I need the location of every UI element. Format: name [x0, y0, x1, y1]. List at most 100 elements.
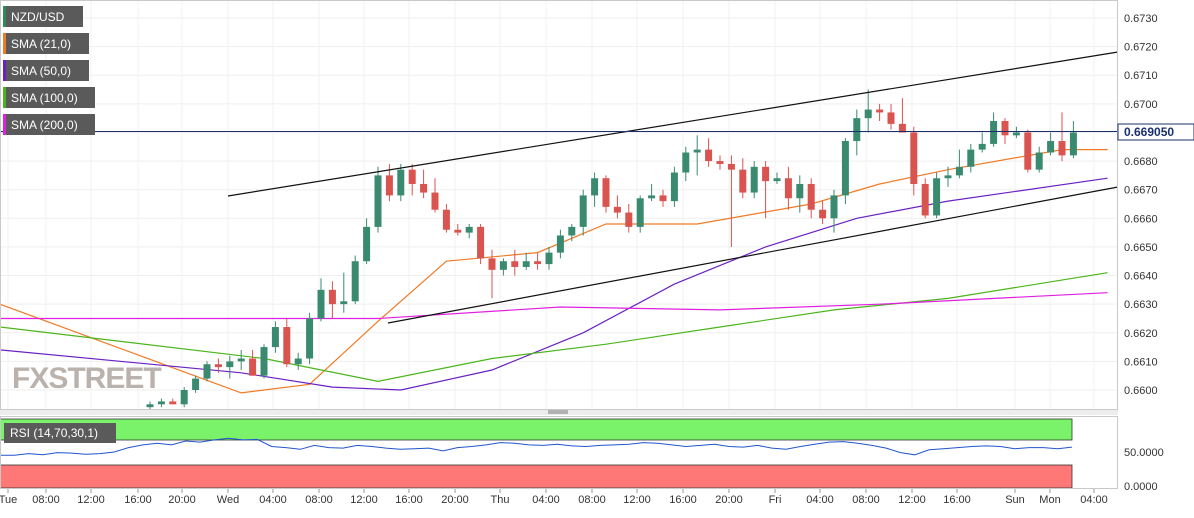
candle	[716, 155, 724, 170]
candle	[1069, 121, 1077, 159]
legend-item[interactable]: SMA (21,0)	[3, 33, 89, 54]
sma-line-sma21	[0, 149, 1108, 394]
price-grid	[0, 0, 1118, 410]
lower-channel-trendline	[387, 186, 1119, 324]
chart-legend: NZD/USD SMA (21,0) SMA (50,0) SMA (100,0) SM…	[3, 6, 95, 135]
time-tick-label: 08:00	[578, 494, 606, 506]
candle	[420, 169, 428, 199]
legend-item[interactable]: NZD/USD	[3, 6, 83, 27]
time-tick-label: 16:00	[124, 494, 152, 506]
sma-line-sma50	[0, 177, 1108, 391]
legend-item[interactable]: SMA (100,0)	[3, 87, 95, 108]
time-tick-label: 20:00	[168, 494, 196, 506]
price-tick-label: 0.6670	[1124, 185, 1158, 197]
upper-channel-trendline	[227, 51, 1119, 197]
candle	[442, 203, 450, 233]
panel-divider[interactable]	[0, 410, 1118, 415]
candle	[853, 109, 861, 156]
candle	[340, 272, 348, 313]
candle	[397, 163, 405, 202]
time-tick-label: 04:00	[259, 494, 287, 506]
candle	[613, 195, 621, 219]
candle	[522, 252, 530, 270]
price-tick-label: 0.6640	[1124, 271, 1158, 283]
candle	[351, 255, 359, 305]
candle	[990, 112, 998, 147]
candle	[431, 178, 439, 213]
candle	[1012, 126, 1020, 139]
candle	[374, 166, 382, 233]
price-tick-label: 0.6700	[1124, 99, 1158, 111]
time-tick-label: 16:00	[669, 494, 697, 506]
candle	[648, 183, 656, 202]
price-tick-label: 0.6660	[1124, 213, 1158, 225]
candle	[670, 166, 678, 207]
legend-item[interactable]: SMA (200,0)	[3, 114, 95, 135]
watermark-text: FXSTREET	[12, 362, 161, 395]
legend-item[interactable]: SMA (50,0)	[3, 60, 89, 81]
candle	[203, 361, 211, 382]
candle	[807, 178, 815, 219]
sma-line-sma200	[0, 292, 1108, 320]
time-axis: Tue 08:00 12:00 16:00 20:00 Wed 04:00 08:00 12:0…	[0, 489, 1108, 506]
candle	[705, 138, 713, 167]
time-tick-label: 12:00	[350, 494, 378, 506]
time-tick-label: 12:00	[623, 494, 651, 506]
candle	[898, 98, 906, 133]
candle	[294, 352, 302, 370]
candle	[944, 166, 952, 187]
candle	[591, 172, 599, 207]
candle	[693, 135, 701, 176]
time-tick-label: 12:00	[898, 494, 926, 506]
candle	[477, 224, 485, 265]
price-axis: 0.67300.67200.67100.67000.66900.66800.66…	[1124, 13, 1158, 397]
candle	[226, 355, 234, 379]
candle	[488, 249, 496, 299]
candle	[454, 224, 462, 236]
candle	[271, 321, 279, 353]
rsi-panel-border	[0, 416, 1118, 489]
rsi-legend-label: RSI (14,70,30,1)	[10, 426, 98, 440]
time-tick-label: 08:00	[32, 494, 60, 506]
candle	[317, 278, 325, 322]
candle	[283, 318, 291, 368]
candle	[841, 138, 849, 204]
candle	[363, 218, 371, 265]
price-tick-label: 0.6630	[1124, 299, 1158, 311]
time-tick-label: 12:00	[77, 494, 105, 506]
candle	[921, 178, 929, 219]
candle	[328, 281, 336, 319]
candle	[249, 349, 257, 376]
price-tick-label: 0.6730	[1124, 13, 1158, 25]
candle	[762, 161, 770, 219]
candle	[602, 175, 610, 213]
legend-label: SMA (21,0)	[11, 37, 71, 51]
time-tick-label: 16:00	[395, 494, 423, 506]
candle	[579, 189, 587, 236]
candle	[864, 89, 872, 133]
price-tick-label: 0.6720	[1124, 42, 1158, 54]
sma-lines	[0, 149, 1108, 394]
time-tick-label: Wed	[217, 494, 239, 506]
candle	[659, 189, 667, 207]
time-tick-label: 16:00	[943, 494, 971, 506]
candle	[727, 155, 735, 247]
time-tick-label: 08:00	[852, 494, 880, 506]
candle	[146, 401, 154, 411]
time-tick-label: 20:00	[715, 494, 743, 506]
candle	[739, 158, 747, 199]
rsi-line	[0, 437, 1073, 456]
candle	[1024, 129, 1032, 173]
time-tick-label: 04:00	[806, 494, 834, 506]
price-tick-label: 0.6650	[1124, 242, 1158, 254]
candle	[910, 126, 918, 196]
legend-label: SMA (100,0)	[11, 91, 78, 105]
price-panel-border	[0, 0, 1118, 410]
candle	[192, 375, 200, 393]
price-tick-label: 0.6620	[1124, 328, 1158, 340]
watermark: FXSTREET	[12, 362, 162, 395]
candle	[625, 203, 633, 233]
candle	[157, 398, 165, 408]
